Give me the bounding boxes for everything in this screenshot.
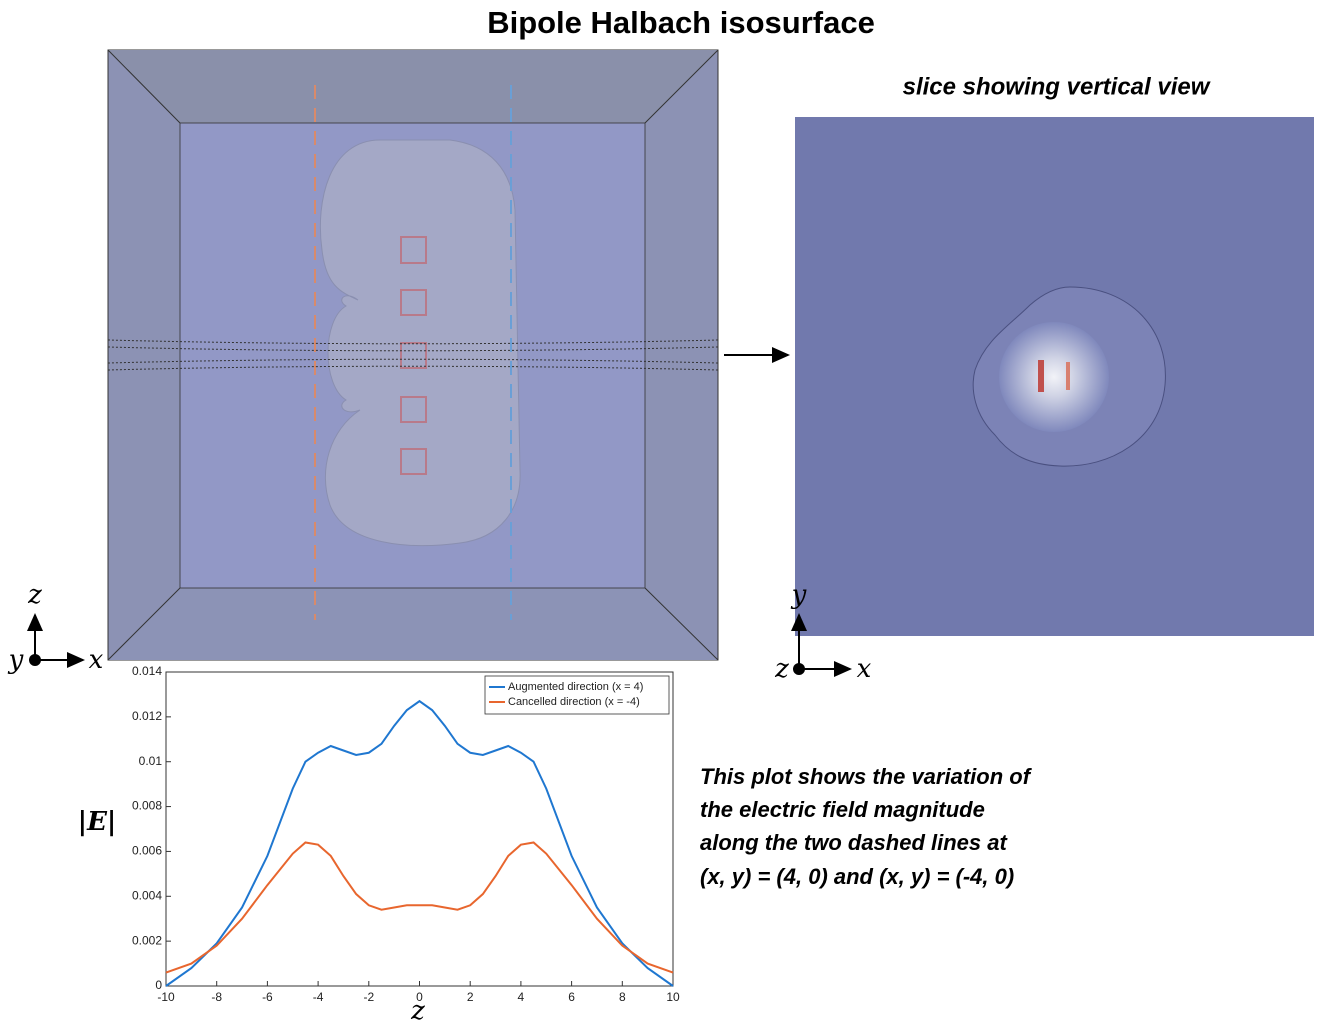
y-axis-label: |E| [78, 807, 117, 837]
figure: Bipole Halbach isosurface z y x slice sh… [0, 0, 1321, 1025]
x-tick-label: -2 [363, 990, 374, 1004]
x-tick-label: -6 [262, 990, 273, 1004]
slice-view [795, 117, 1314, 636]
line-chart: |E| z 00.0020.0040.0060.0080.010.0120.01… [78, 664, 680, 1025]
x-tick-label: 8 [619, 990, 626, 1004]
isosurface-view [108, 50, 718, 660]
caption-line: (x, y) = (4, 0) and (x, y) = (-4, 0) [700, 864, 1014, 889]
x-tick-label: 6 [568, 990, 575, 1004]
y-tick-label: 0.012 [132, 709, 162, 723]
triad-label: z [774, 654, 789, 684]
x-tick-label: 10 [666, 990, 680, 1004]
x-tick-label: 4 [518, 990, 525, 1004]
y-tick-label: 0.006 [132, 844, 162, 858]
x-tick-label: 2 [467, 990, 474, 1004]
left-triad [29, 615, 83, 666]
caption-line: This plot shows the variation of [700, 764, 1033, 789]
figure-title: Bipole Halbach isosurface [487, 5, 875, 40]
y-tick-label: 0.002 [132, 933, 162, 947]
triad-label: z [27, 580, 42, 610]
caption-line: the electric field magnitude [700, 797, 985, 822]
triad-label: x [857, 654, 872, 684]
triad-label: y [791, 580, 807, 610]
y-tick-label: 0.004 [132, 888, 162, 902]
x-tick-label: -10 [157, 990, 175, 1004]
slice-title: slice showing vertical view [903, 73, 1211, 100]
y-tick-label: 0.008 [132, 799, 162, 813]
y-tick-label: 0.014 [132, 664, 162, 678]
caption-line: along the two dashed lines at [700, 830, 1008, 855]
legend-label: Cancelled direction (x = -4) [508, 696, 640, 708]
plot-area [166, 672, 673, 986]
x-tick-label: -8 [211, 990, 222, 1004]
y-tick-label: 0.01 [139, 754, 163, 768]
x-tick-label: 0 [416, 990, 423, 1004]
legend-label: Augmented direction (x = 4) [508, 681, 643, 693]
triad-label: y [8, 645, 24, 675]
caption: This plot shows the variation of the ele… [700, 764, 1033, 889]
triad-label: x [89, 645, 104, 675]
x-tick-label: -4 [313, 990, 324, 1004]
